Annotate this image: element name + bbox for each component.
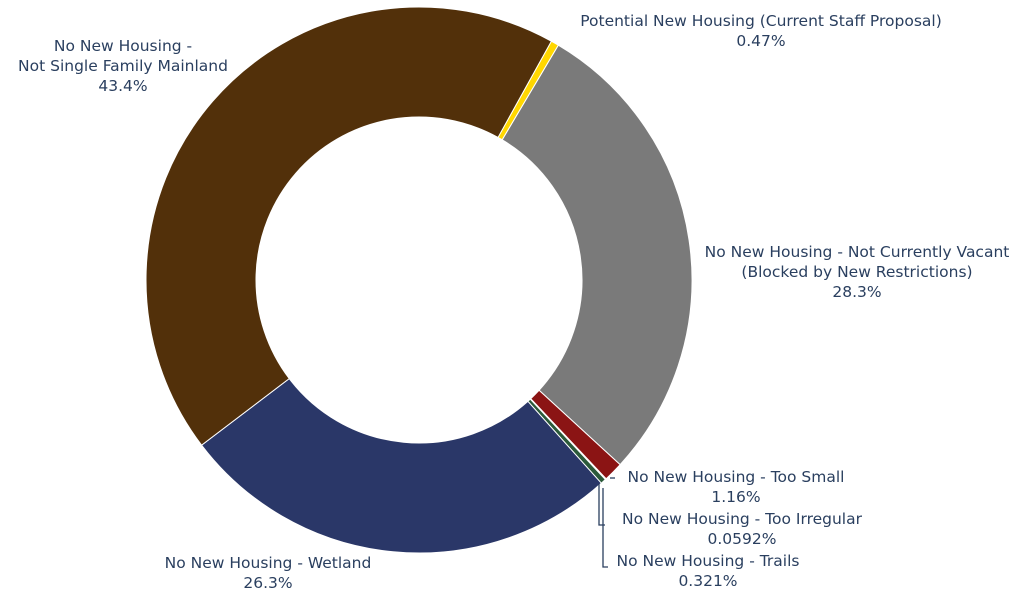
slice-percent-4: 0.321% — [678, 572, 737, 590]
leader-too-irregular — [598, 484, 605, 526]
slice-label-1: No New Housing - Not Currently Vacant (Bl… — [705, 243, 1010, 301]
slice-percent-3: 0.0592% — [708, 530, 777, 548]
slice-label-3: No New Housing - Too Irregular 0.0592% — [622, 510, 863, 548]
slice-percent-5: 26.3% — [243, 574, 292, 592]
slice-labels: Potential New Housing (Current Staff Pro… — [18, 12, 1009, 592]
slice-name-line-4-0: No New Housing - Trails — [617, 552, 800, 570]
slice-percent-0: 0.47% — [736, 32, 785, 50]
slice-label-5: No New Housing - Wetland 26.3% — [165, 554, 372, 592]
slice-label-4: No New Housing - Trails 0.321% — [617, 552, 800, 590]
donut-slices — [145, 6, 693, 554]
slice-name-line-1-1: (Blocked by New Restrictions) — [741, 263, 972, 281]
leader-trails — [602, 488, 608, 568]
slice-name-line-1-0: No New Housing - Not Currently Vacant — [705, 243, 1010, 261]
slice-1 — [501, 44, 693, 466]
slice-name-line-3-0: No New Housing - Too Irregular — [622, 510, 863, 528]
slice-label-6: No New Housing - Not Single Family Mainla… — [18, 37, 228, 95]
slice-name-line-6-0: No New Housing - — [54, 37, 192, 55]
slice-label-2: No New Housing - Too Small 1.16% — [628, 468, 845, 506]
slice-name-line-6-1: Not Single Family Mainland — [18, 57, 228, 75]
slice-percent-6: 43.4% — [98, 77, 147, 95]
slice-label-0: Potential New Housing (Current Staff Pro… — [580, 12, 942, 50]
slice-percent-2: 1.16% — [711, 488, 760, 506]
leader-lines — [598, 477, 615, 568]
slice-name-line-2-0: No New Housing - Too Small — [628, 468, 845, 486]
slice-name-line-5-0: No New Housing - Wetland — [165, 554, 372, 572]
slice-name-line-0-0: Potential New Housing (Current Staff Pro… — [580, 12, 942, 30]
slice-5 — [200, 377, 603, 554]
slice-6 — [145, 6, 553, 446]
slice-percent-1: 28.3% — [832, 283, 881, 301]
